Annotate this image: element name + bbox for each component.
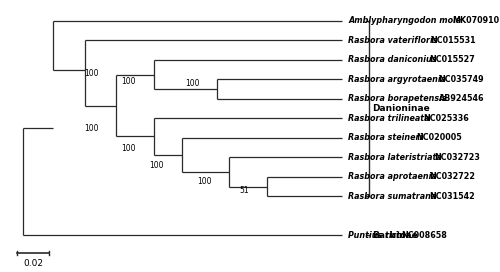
Text: Rasbora lateristriata: Rasbora lateristriata bbox=[348, 153, 442, 162]
Text: Rasbora vaterifloris: Rasbora vaterifloris bbox=[348, 36, 438, 45]
Text: Danioninae: Danioninae bbox=[372, 104, 430, 113]
Text: AB924546: AB924546 bbox=[438, 94, 484, 103]
Text: Rasbora borapetensis: Rasbora borapetensis bbox=[348, 94, 446, 103]
Text: Rasbora argyrotaenia: Rasbora argyrotaenia bbox=[348, 75, 446, 84]
Text: 0.02: 0.02 bbox=[23, 259, 43, 268]
Text: Rasbora trilineata: Rasbora trilineata bbox=[348, 114, 430, 123]
Text: NC020005: NC020005 bbox=[416, 134, 463, 143]
Text: NC025336: NC025336 bbox=[423, 114, 469, 123]
Text: NC035749: NC035749 bbox=[438, 75, 484, 84]
Text: Rasbora steineri: Rasbora steineri bbox=[348, 134, 422, 143]
Text: MK070910: MK070910 bbox=[452, 16, 499, 25]
Text: NC008658: NC008658 bbox=[402, 231, 448, 240]
Text: 51: 51 bbox=[240, 186, 249, 194]
Text: 100: 100 bbox=[122, 144, 136, 153]
Text: Barbinae: Barbinae bbox=[372, 231, 418, 240]
Text: Puntius ticto: Puntius ticto bbox=[348, 231, 406, 240]
Text: 100: 100 bbox=[84, 124, 98, 133]
Text: NC031542: NC031542 bbox=[429, 192, 475, 201]
Text: 100: 100 bbox=[185, 79, 200, 88]
Text: 100: 100 bbox=[84, 69, 98, 78]
Text: Rasbora aprotaenia: Rasbora aprotaenia bbox=[348, 172, 437, 181]
Text: Rasbora sumatrana: Rasbora sumatrana bbox=[348, 192, 436, 201]
Text: NC015527: NC015527 bbox=[430, 55, 475, 64]
Text: Rasbora daniconius: Rasbora daniconius bbox=[348, 55, 436, 64]
Text: NC015531: NC015531 bbox=[430, 36, 476, 45]
Text: NC032722: NC032722 bbox=[430, 172, 476, 181]
Text: NC032723: NC032723 bbox=[434, 153, 480, 162]
Text: 100: 100 bbox=[150, 161, 164, 170]
Text: 100: 100 bbox=[197, 177, 212, 186]
Text: 100: 100 bbox=[122, 77, 136, 86]
Text: Amblypharyngodon mola: Amblypharyngodon mola bbox=[348, 16, 462, 25]
